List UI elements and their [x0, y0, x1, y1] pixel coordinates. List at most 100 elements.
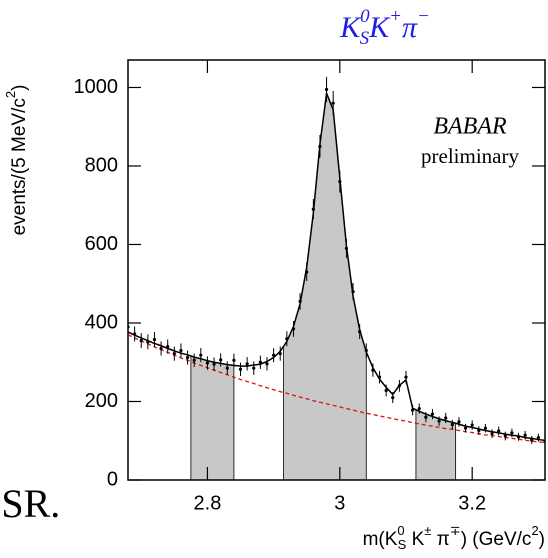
- data-point: [358, 330, 362, 334]
- data-point: [133, 332, 137, 336]
- x-tick-label: 3: [334, 492, 345, 514]
- data-point: [146, 340, 150, 344]
- plot-area: 2.8 3 3.2 0 200 400 600 800 1000: [74, 59, 546, 514]
- label-part: ∓: [450, 523, 461, 538]
- data-point: [384, 388, 388, 393]
- data-point: [219, 358, 223, 362]
- data-point: [377, 375, 382, 379]
- label-part: π: [431, 529, 449, 550]
- data-point: [497, 429, 501, 433]
- title-part: S: [360, 28, 370, 49]
- data-point: [503, 434, 507, 438]
- data-point: [166, 344, 170, 349]
- data-point: [411, 408, 415, 412]
- data-point: [278, 352, 282, 356]
- data-point: [483, 426, 488, 430]
- label-part: 2: [3, 91, 18, 98]
- data-point: [305, 270, 309, 274]
- data-point: [477, 428, 481, 433]
- data-point: [152, 337, 157, 342]
- x-tick-label: 2.8: [194, 492, 222, 514]
- label-part: K: [406, 529, 424, 550]
- data-point: [252, 366, 256, 370]
- data-point: [450, 423, 454, 427]
- data-point: [523, 433, 527, 437]
- data-point: [543, 439, 545, 444]
- y-tick-label: 400: [85, 311, 118, 333]
- label-part: m(K: [363, 529, 398, 550]
- title-part: π: [402, 11, 418, 44]
- data-point: [404, 375, 408, 379]
- y-tick-label: 800: [85, 154, 118, 176]
- axis-frame: [127, 59, 546, 481]
- data-point: [338, 180, 342, 184]
- data-point: [265, 362, 269, 366]
- shaded-region: [283, 91, 367, 481]
- data-point: [510, 431, 514, 435]
- data-point: [291, 327, 296, 331]
- data-point: [430, 412, 435, 416]
- data-point: [444, 416, 448, 420]
- label-part: 0: [397, 523, 404, 538]
- data-point: [272, 353, 276, 357]
- data-point: [490, 432, 494, 436]
- data-point: [185, 355, 190, 360]
- y-axis-label: events/(5 MeV/c2): [3, 85, 30, 236]
- data-point: [536, 436, 540, 440]
- data-point: [463, 426, 468, 430]
- data-point: [516, 435, 521, 439]
- title-part: 0: [360, 6, 370, 27]
- data-point: [298, 299, 302, 304]
- y-tick-label: 1000: [74, 76, 119, 98]
- data-point: [212, 362, 216, 366]
- data-point: [179, 348, 183, 353]
- data-point: [205, 361, 210, 365]
- data-point: [128, 325, 130, 329]
- title-part: −: [417, 6, 430, 27]
- y-tick-label: 200: [85, 390, 118, 412]
- title-part: K: [368, 11, 391, 44]
- label-part: events/(5 MeV/c: [9, 98, 30, 235]
- background-curve: [128, 334, 545, 444]
- preliminary-note: preliminary: [421, 144, 519, 168]
- data-point: [238, 367, 243, 371]
- data-point: [351, 289, 355, 294]
- data-point: [245, 362, 249, 366]
- data-point: [417, 406, 421, 411]
- data-point: [285, 337, 289, 341]
- isr-note: ISR.: [0, 481, 60, 526]
- data-point: [139, 339, 143, 343]
- data-point: [331, 101, 335, 105]
- data-point: [311, 207, 315, 211]
- data-point: [391, 395, 395, 400]
- y-tick-label: 0: [107, 468, 118, 490]
- shaded-region: [415, 409, 457, 481]
- label-part: ): [9, 85, 30, 91]
- data-point: [530, 438, 534, 442]
- data-point: [424, 415, 428, 419]
- data-point: [324, 87, 329, 92]
- label-part: 2: [531, 523, 538, 538]
- data-point: [172, 352, 176, 356]
- data-point: [258, 360, 262, 364]
- label-part: ): [539, 529, 545, 550]
- data-point: [192, 358, 196, 362]
- data-point: [470, 423, 474, 427]
- data-point: [397, 384, 401, 388]
- data-point: [199, 353, 203, 357]
- data-point: [344, 246, 349, 251]
- label-part: S: [398, 537, 407, 552]
- data-point: [318, 144, 322, 148]
- chart-title: K0 SK+π−: [339, 6, 430, 49]
- x-tick-label: 3.2: [458, 492, 486, 514]
- fit-curve: [128, 90, 545, 442]
- data-point: [232, 358, 236, 362]
- data-point: [437, 419, 441, 423]
- data-point: [457, 420, 461, 424]
- x-axis-label: m(K0 S K± π∓) (GeV/c2): [363, 523, 545, 552]
- y-tick-label: 600: [85, 233, 118, 255]
- data-point: [225, 366, 229, 370]
- label-part: ±: [424, 523, 431, 538]
